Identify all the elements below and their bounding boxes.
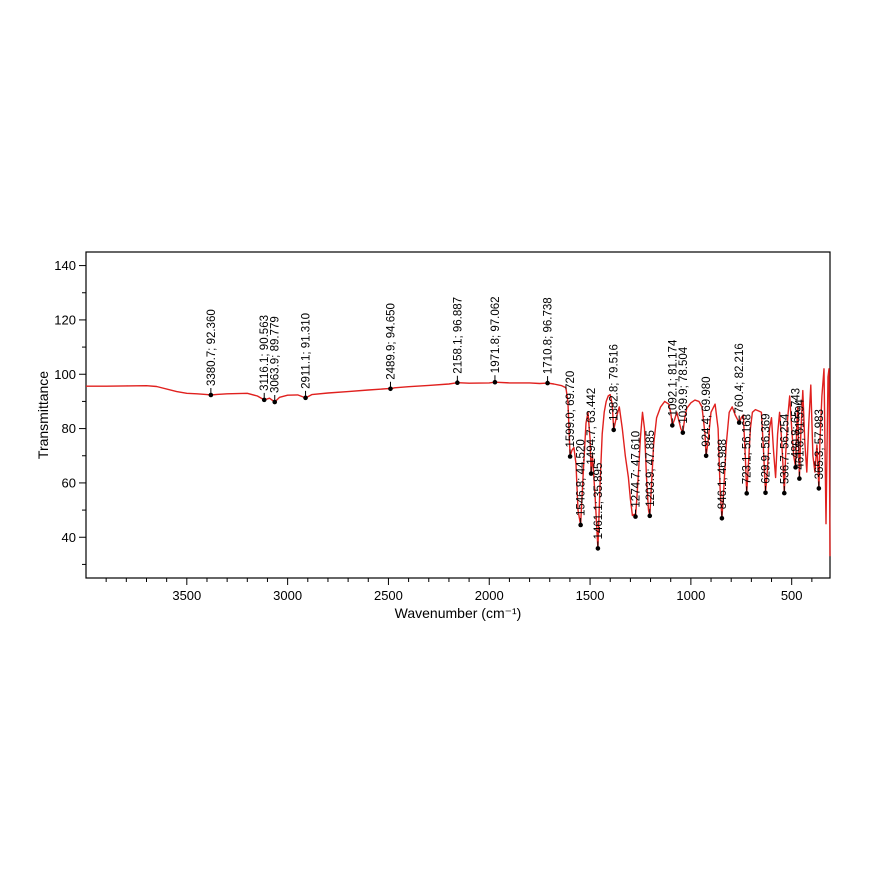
y-tick-label: 40 bbox=[62, 530, 76, 545]
peak-marker bbox=[455, 380, 460, 386]
peak-label: 2911.1; 91.310 bbox=[301, 313, 313, 389]
x-axis-title: Wavenumber (cm⁻¹) bbox=[395, 605, 522, 621]
peak-label: 1092.1; 81.174 bbox=[667, 339, 679, 416]
y-tick-label: 80 bbox=[62, 421, 76, 436]
peak-marker bbox=[595, 546, 601, 551]
x-tick-label: 500 bbox=[781, 588, 803, 603]
peak-marker bbox=[272, 399, 278, 405]
x-tick-label: 2500 bbox=[374, 588, 403, 603]
plot-frame bbox=[85, 251, 831, 579]
peak-label: 3063.9; 89.779 bbox=[270, 316, 282, 393]
peak-marker bbox=[303, 395, 308, 401]
peak-label: 1710.8; 96.738 bbox=[543, 297, 555, 374]
peak-label: 2489.9; 94.650 bbox=[386, 303, 398, 380]
peak-marker bbox=[680, 430, 686, 435]
peak-marker bbox=[567, 454, 573, 459]
peak-label: 629.9; 56.369 bbox=[761, 413, 773, 483]
peak-label: 846.1; 46.988 bbox=[717, 439, 729, 509]
y-tick-label: 100 bbox=[54, 367, 76, 382]
peak-marker bbox=[588, 471, 594, 476]
x-tick-label: 3000 bbox=[273, 588, 302, 603]
peak-label: 1494.7; 63.442 bbox=[586, 388, 598, 465]
peak-label: 536.7; 56.254 bbox=[779, 413, 791, 484]
peak-marker bbox=[545, 380, 550, 386]
peak-marker bbox=[388, 386, 393, 392]
peak-marker bbox=[781, 490, 787, 496]
y-tick-label: 60 bbox=[62, 475, 76, 490]
x-tick-label: 1000 bbox=[676, 588, 705, 603]
peak-marker bbox=[633, 514, 638, 519]
peak-marker bbox=[647, 513, 653, 519]
peak-label: 760.4; 82.216 bbox=[734, 343, 746, 413]
peak-marker bbox=[736, 420, 742, 425]
peak-marker bbox=[670, 423, 675, 428]
peak-marker bbox=[744, 491, 750, 496]
peak-label: 480.8; 65.743 bbox=[791, 388, 803, 458]
peak-marker bbox=[719, 515, 725, 521]
peak-label: 1274.7; 47.610 bbox=[631, 431, 643, 508]
peak-label: 3116.1; 90.563 bbox=[259, 315, 271, 391]
peak-label: 1971.8; 97.062 bbox=[490, 296, 502, 373]
peak-marker bbox=[578, 522, 583, 528]
peak-marker bbox=[208, 392, 214, 398]
peak-marker bbox=[611, 427, 616, 433]
peak-label: 3380.7; 92.360 bbox=[206, 309, 218, 386]
peak-label: 723.1; 56.168 bbox=[742, 414, 754, 484]
peak-marker bbox=[261, 397, 267, 403]
x-tick-label: 3500 bbox=[172, 588, 201, 603]
peak-label: 461.8; 61.594 bbox=[794, 399, 806, 470]
peak-label: 2158.1; 96.887 bbox=[452, 297, 464, 374]
y-axis-title: Transmittance bbox=[35, 371, 51, 459]
peak-marker bbox=[797, 476, 802, 481]
y-tick-label: 120 bbox=[54, 312, 76, 327]
y-tick-label: 140 bbox=[54, 258, 76, 273]
axes: 3500 3000 2500 2000 1500 1000 500 40 60 80 100 120 1… bbox=[54, 251, 831, 603]
x-tick-label: 1500 bbox=[576, 588, 605, 603]
peak-label: 1546.8; 44.520 bbox=[576, 439, 588, 516]
peak-marker bbox=[793, 465, 798, 470]
peak-label: 924.4; 69.980 bbox=[701, 376, 713, 446]
peak-label: 1599.0; 69.720 bbox=[565, 371, 577, 448]
peak-label: 1382.8; 79.516 bbox=[609, 344, 621, 421]
x-tick-label: 2000 bbox=[475, 588, 504, 603]
peak-marker bbox=[703, 453, 709, 459]
peak-label: 1203.9; 47.885 bbox=[645, 430, 657, 507]
peak-marker bbox=[816, 486, 822, 491]
peak-label: 365.3; 57.983 bbox=[814, 409, 826, 479]
peak-label: 1039.9; 78.504 bbox=[678, 346, 690, 423]
peak-label: 1461.1; 35.895 bbox=[593, 463, 605, 540]
peak-marker bbox=[763, 490, 768, 496]
peak-marker bbox=[492, 379, 498, 385]
